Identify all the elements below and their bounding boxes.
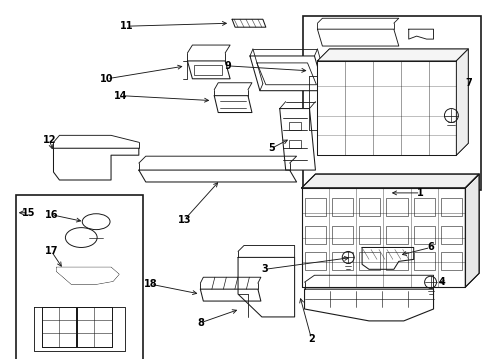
Text: 6: 6 bbox=[427, 243, 434, 252]
Bar bbox=[332, 198, 353, 216]
Polygon shape bbox=[456, 49, 468, 155]
Text: 2: 2 bbox=[308, 334, 315, 344]
Polygon shape bbox=[318, 61, 456, 155]
Text: 8: 8 bbox=[197, 318, 204, 328]
Polygon shape bbox=[214, 96, 252, 113]
Bar bbox=[414, 252, 435, 270]
Polygon shape bbox=[301, 188, 466, 287]
Bar bbox=[359, 198, 380, 216]
Polygon shape bbox=[305, 289, 434, 321]
Bar bbox=[414, 198, 435, 216]
Bar bbox=[332, 226, 353, 243]
Polygon shape bbox=[53, 148, 139, 180]
Text: 5: 5 bbox=[269, 143, 275, 153]
Text: 9: 9 bbox=[225, 61, 231, 71]
Bar bbox=[441, 226, 462, 243]
Text: 4: 4 bbox=[439, 277, 446, 287]
Polygon shape bbox=[466, 174, 479, 287]
Polygon shape bbox=[238, 257, 294, 317]
Bar bbox=[387, 198, 408, 216]
Bar bbox=[305, 226, 326, 243]
Polygon shape bbox=[362, 247, 414, 269]
Polygon shape bbox=[188, 61, 230, 79]
Polygon shape bbox=[200, 289, 261, 301]
Text: 16: 16 bbox=[45, 210, 58, 220]
Bar bbox=[441, 252, 462, 270]
Bar bbox=[332, 252, 353, 270]
Polygon shape bbox=[280, 109, 316, 170]
Bar bbox=[359, 226, 380, 243]
Bar bbox=[302, 16, 481, 190]
Polygon shape bbox=[409, 29, 434, 39]
Polygon shape bbox=[250, 56, 324, 91]
Bar bbox=[305, 198, 326, 216]
Text: 11: 11 bbox=[120, 21, 134, 31]
Text: 1: 1 bbox=[417, 188, 424, 198]
Bar bbox=[195, 65, 222, 75]
Text: 13: 13 bbox=[178, 215, 191, 225]
Bar bbox=[414, 226, 435, 243]
Polygon shape bbox=[76, 307, 112, 347]
Text: 3: 3 bbox=[262, 264, 268, 274]
Bar bbox=[289, 140, 300, 148]
Bar bbox=[387, 226, 408, 243]
Text: 12: 12 bbox=[43, 135, 56, 145]
Polygon shape bbox=[139, 170, 296, 182]
Polygon shape bbox=[318, 49, 468, 61]
Text: 17: 17 bbox=[45, 247, 58, 256]
Bar bbox=[16, 195, 143, 360]
Text: 7: 7 bbox=[465, 78, 472, 88]
Text: 18: 18 bbox=[144, 279, 158, 289]
Polygon shape bbox=[56, 267, 119, 284]
Bar bbox=[387, 252, 408, 270]
Polygon shape bbox=[301, 174, 479, 188]
Bar bbox=[289, 122, 300, 130]
Text: 14: 14 bbox=[114, 91, 128, 101]
Text: 10: 10 bbox=[100, 74, 114, 84]
Bar bbox=[359, 252, 380, 270]
Polygon shape bbox=[318, 29, 399, 46]
Bar bbox=[441, 198, 462, 216]
Text: 15: 15 bbox=[22, 208, 35, 218]
Polygon shape bbox=[42, 307, 77, 347]
Bar bbox=[305, 252, 326, 270]
